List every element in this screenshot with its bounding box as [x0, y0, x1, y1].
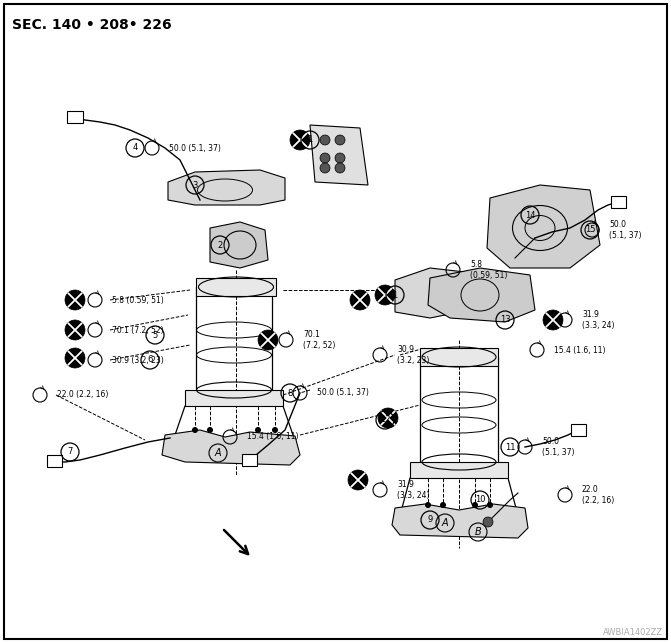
Text: 70.1
(7.2, 52): 70.1 (7.2, 52) — [303, 331, 336, 350]
Text: AWBIA1402ZZ: AWBIA1402ZZ — [603, 628, 663, 637]
Polygon shape — [168, 170, 285, 205]
Text: A: A — [442, 518, 448, 528]
Circle shape — [472, 502, 478, 508]
Text: SEC. 140 • 208• 226: SEC. 140 • 208• 226 — [12, 18, 172, 32]
Circle shape — [335, 135, 345, 145]
Circle shape — [543, 310, 563, 330]
Text: 50.0
(5.1, 37): 50.0 (5.1, 37) — [542, 437, 574, 457]
Text: 1: 1 — [393, 291, 398, 300]
Text: 5.8
(0.59, 51): 5.8 (0.59, 51) — [470, 260, 507, 280]
Text: 8: 8 — [287, 388, 293, 397]
Polygon shape — [395, 268, 470, 318]
FancyBboxPatch shape — [67, 111, 83, 123]
FancyBboxPatch shape — [611, 196, 626, 208]
Text: 15.4 (1.6, 11): 15.4 (1.6, 11) — [247, 433, 299, 442]
Circle shape — [258, 330, 278, 350]
Circle shape — [320, 135, 330, 145]
Text: 1: 1 — [307, 136, 313, 145]
Circle shape — [255, 427, 261, 433]
FancyBboxPatch shape — [196, 278, 276, 296]
Text: 30.9
(3.2, 23): 30.9 (3.2, 23) — [397, 345, 429, 365]
Circle shape — [348, 470, 368, 490]
Text: 12: 12 — [380, 415, 391, 424]
FancyBboxPatch shape — [47, 455, 62, 467]
Text: 50.0 (5.1, 37): 50.0 (5.1, 37) — [317, 388, 369, 397]
Circle shape — [378, 408, 398, 428]
Text: B: B — [474, 527, 481, 537]
Circle shape — [375, 285, 395, 305]
Text: 50.0 (5.1, 37): 50.0 (5.1, 37) — [169, 143, 221, 152]
Polygon shape — [392, 504, 528, 538]
Text: 31.9
(3.3, 24): 31.9 (3.3, 24) — [582, 311, 615, 330]
Text: 14: 14 — [525, 210, 535, 219]
Circle shape — [272, 427, 278, 433]
FancyBboxPatch shape — [410, 462, 508, 478]
Circle shape — [335, 153, 345, 163]
Circle shape — [65, 320, 85, 340]
Text: 7: 7 — [67, 448, 72, 457]
Text: 6: 6 — [148, 356, 153, 365]
Circle shape — [320, 153, 330, 163]
FancyBboxPatch shape — [185, 390, 283, 406]
Polygon shape — [428, 268, 535, 322]
Circle shape — [440, 502, 446, 508]
Circle shape — [65, 348, 85, 368]
Circle shape — [65, 290, 85, 310]
Text: 22.0 (2.2, 16): 22.0 (2.2, 16) — [57, 390, 109, 399]
Circle shape — [487, 502, 493, 508]
FancyBboxPatch shape — [571, 424, 586, 436]
Polygon shape — [487, 185, 600, 268]
Text: 15: 15 — [584, 226, 595, 235]
Circle shape — [425, 502, 431, 508]
Text: 50.0
(5.1, 37): 50.0 (5.1, 37) — [609, 221, 641, 240]
Polygon shape — [162, 430, 300, 465]
Text: A: A — [215, 448, 221, 458]
Text: 11: 11 — [505, 442, 515, 451]
Text: 2: 2 — [217, 240, 223, 249]
Text: 10: 10 — [475, 496, 485, 505]
Text: 15.4 (1.6, 11): 15.4 (1.6, 11) — [554, 345, 605, 354]
Text: 4: 4 — [132, 143, 138, 152]
Text: 5: 5 — [152, 331, 158, 340]
Circle shape — [335, 163, 345, 173]
Text: 3: 3 — [193, 181, 198, 190]
Text: 5.8 (0.59, 51): 5.8 (0.59, 51) — [112, 296, 164, 305]
Circle shape — [350, 290, 370, 310]
Text: 30.9 (3.2, 23): 30.9 (3.2, 23) — [112, 356, 164, 365]
Polygon shape — [210, 222, 268, 268]
FancyBboxPatch shape — [420, 348, 498, 366]
Text: 22.0
(2.2, 16): 22.0 (2.2, 16) — [582, 485, 614, 505]
Circle shape — [483, 517, 493, 527]
Polygon shape — [310, 125, 368, 185]
Text: 70.1 (7.2, 52): 70.1 (7.2, 52) — [112, 325, 164, 334]
Text: 31.9
(3.3, 24): 31.9 (3.3, 24) — [397, 480, 429, 500]
Text: 13: 13 — [500, 316, 511, 325]
Circle shape — [192, 427, 198, 433]
Circle shape — [320, 163, 330, 173]
Circle shape — [290, 130, 310, 150]
FancyBboxPatch shape — [242, 454, 257, 466]
Circle shape — [207, 427, 213, 433]
Text: 9: 9 — [427, 516, 433, 525]
